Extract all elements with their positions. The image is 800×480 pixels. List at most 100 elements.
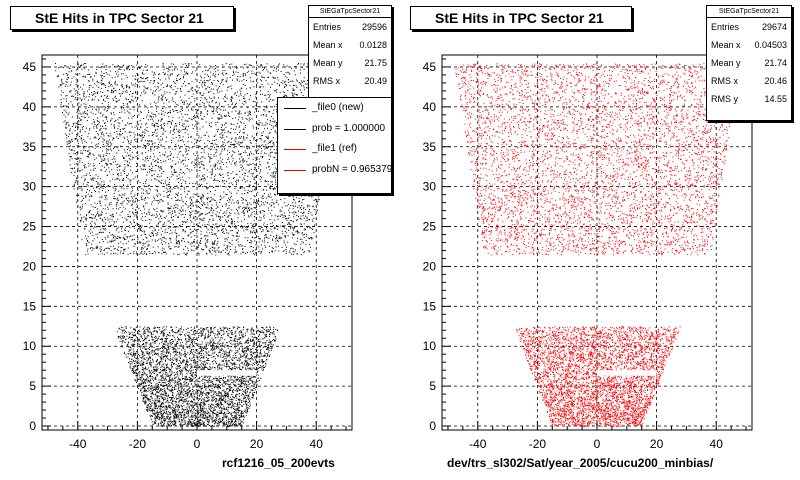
hit-point: [94, 177, 96, 179]
hit-point: [221, 129, 223, 131]
hit-point: [283, 74, 285, 75]
hit-point: [225, 180, 227, 182]
hit-point: [97, 183, 99, 185]
hit-point: [176, 128, 178, 130]
hit-point: [218, 230, 220, 232]
hit-point: [124, 109, 125, 111]
hit-point: [241, 142, 243, 144]
hit-point: [222, 66, 224, 68]
hit-point: [249, 139, 251, 141]
hit-point: [222, 74, 224, 76]
hit-point: [188, 190, 190, 192]
hit-point: [261, 101, 263, 103]
hit-point: [118, 237, 120, 239]
hit-point: [219, 173, 221, 175]
hit-point: [86, 191, 87, 193]
hit-point: [191, 147, 193, 149]
hit-point: [198, 175, 200, 177]
hit-point: [131, 186, 132, 188]
hit-point: [243, 122, 245, 124]
hit-point: [145, 202, 146, 204]
hit-point: [243, 178, 245, 180]
hit-point: [276, 111, 278, 113]
hit-point: [128, 164, 129, 166]
hit-point: [177, 161, 179, 163]
hit-point: [222, 143, 224, 145]
hit-point: [219, 202, 221, 203]
hit-point: [217, 131, 218, 133]
hit-point: [190, 249, 192, 251]
hit-point: [179, 140, 181, 142]
hit-point: [232, 70, 234, 72]
hit-point: [146, 226, 148, 227]
hit-point: [143, 206, 145, 208]
hit-point: [70, 141, 72, 143]
hit-point: [236, 231, 238, 233]
hit-point: [260, 170, 262, 172]
hit-point: [146, 213, 148, 215]
hit-point: [228, 242, 230, 243]
hit-point: [238, 113, 240, 115]
hit-point: [278, 250, 280, 252]
hit-point: [171, 198, 173, 200]
hit-point: [203, 249, 204, 251]
hit-point: [214, 200, 216, 201]
hit-point: [260, 219, 262, 221]
hit-point: [154, 250, 156, 252]
hit-point: [219, 212, 220, 214]
hit-point: [109, 132, 111, 134]
hit-point: [178, 241, 180, 242]
hit-point: [261, 132, 263, 134]
hit-point: [182, 154, 184, 156]
hit-point: [92, 177, 94, 179]
hit-point: [280, 199, 282, 200]
hit-point: [109, 163, 111, 165]
hit-point: [120, 69, 122, 70]
hit-point: [163, 69, 165, 71]
hit-point: [258, 241, 260, 243]
hit-point: [150, 150, 152, 152]
hit-point: [100, 251, 102, 253]
hit-point: [166, 91, 168, 93]
hit-point: [277, 216, 278, 218]
hit-point: [145, 181, 147, 182]
hit-point: [179, 96, 181, 98]
hit-point: [197, 196, 199, 198]
hit-point: [162, 96, 164, 98]
hit-point: [115, 90, 117, 92]
hit-point: [89, 210, 91, 211]
hit-point: [219, 133, 221, 135]
hit-point: [214, 194, 215, 196]
hit-point: [86, 244, 88, 246]
hit-point: [133, 219, 135, 221]
hit-point: [168, 121, 170, 122]
hit-point: [133, 215, 135, 217]
hit-point: [235, 164, 237, 166]
hit-point: [248, 157, 250, 159]
hit-point: [68, 145, 70, 147]
hit-point: [188, 234, 190, 236]
hit-point: [259, 161, 260, 163]
hit-point: [144, 208, 146, 210]
hit-point: [136, 166, 138, 168]
hit-point: [193, 116, 194, 118]
hit-point: [221, 150, 223, 152]
hit-point: [196, 91, 198, 93]
hit-point: [258, 246, 260, 248]
hit-point: [266, 106, 268, 108]
hit-point: [81, 217, 83, 219]
hit-point: [150, 140, 152, 142]
hit-point: [274, 152, 276, 154]
hit-point: [93, 168, 95, 170]
hit-point: [295, 66, 297, 67]
hit-point: [137, 154, 139, 156]
hit-point: [162, 64, 164, 66]
hit-point: [113, 187, 115, 189]
hit-point: [199, 242, 200, 244]
hit-point: [248, 117, 250, 119]
hit-point: [157, 159, 159, 160]
hit-point: [202, 156, 204, 158]
hit-point: [91, 247, 93, 249]
hit-point: [220, 167, 222, 169]
hit-point: [81, 135, 83, 136]
